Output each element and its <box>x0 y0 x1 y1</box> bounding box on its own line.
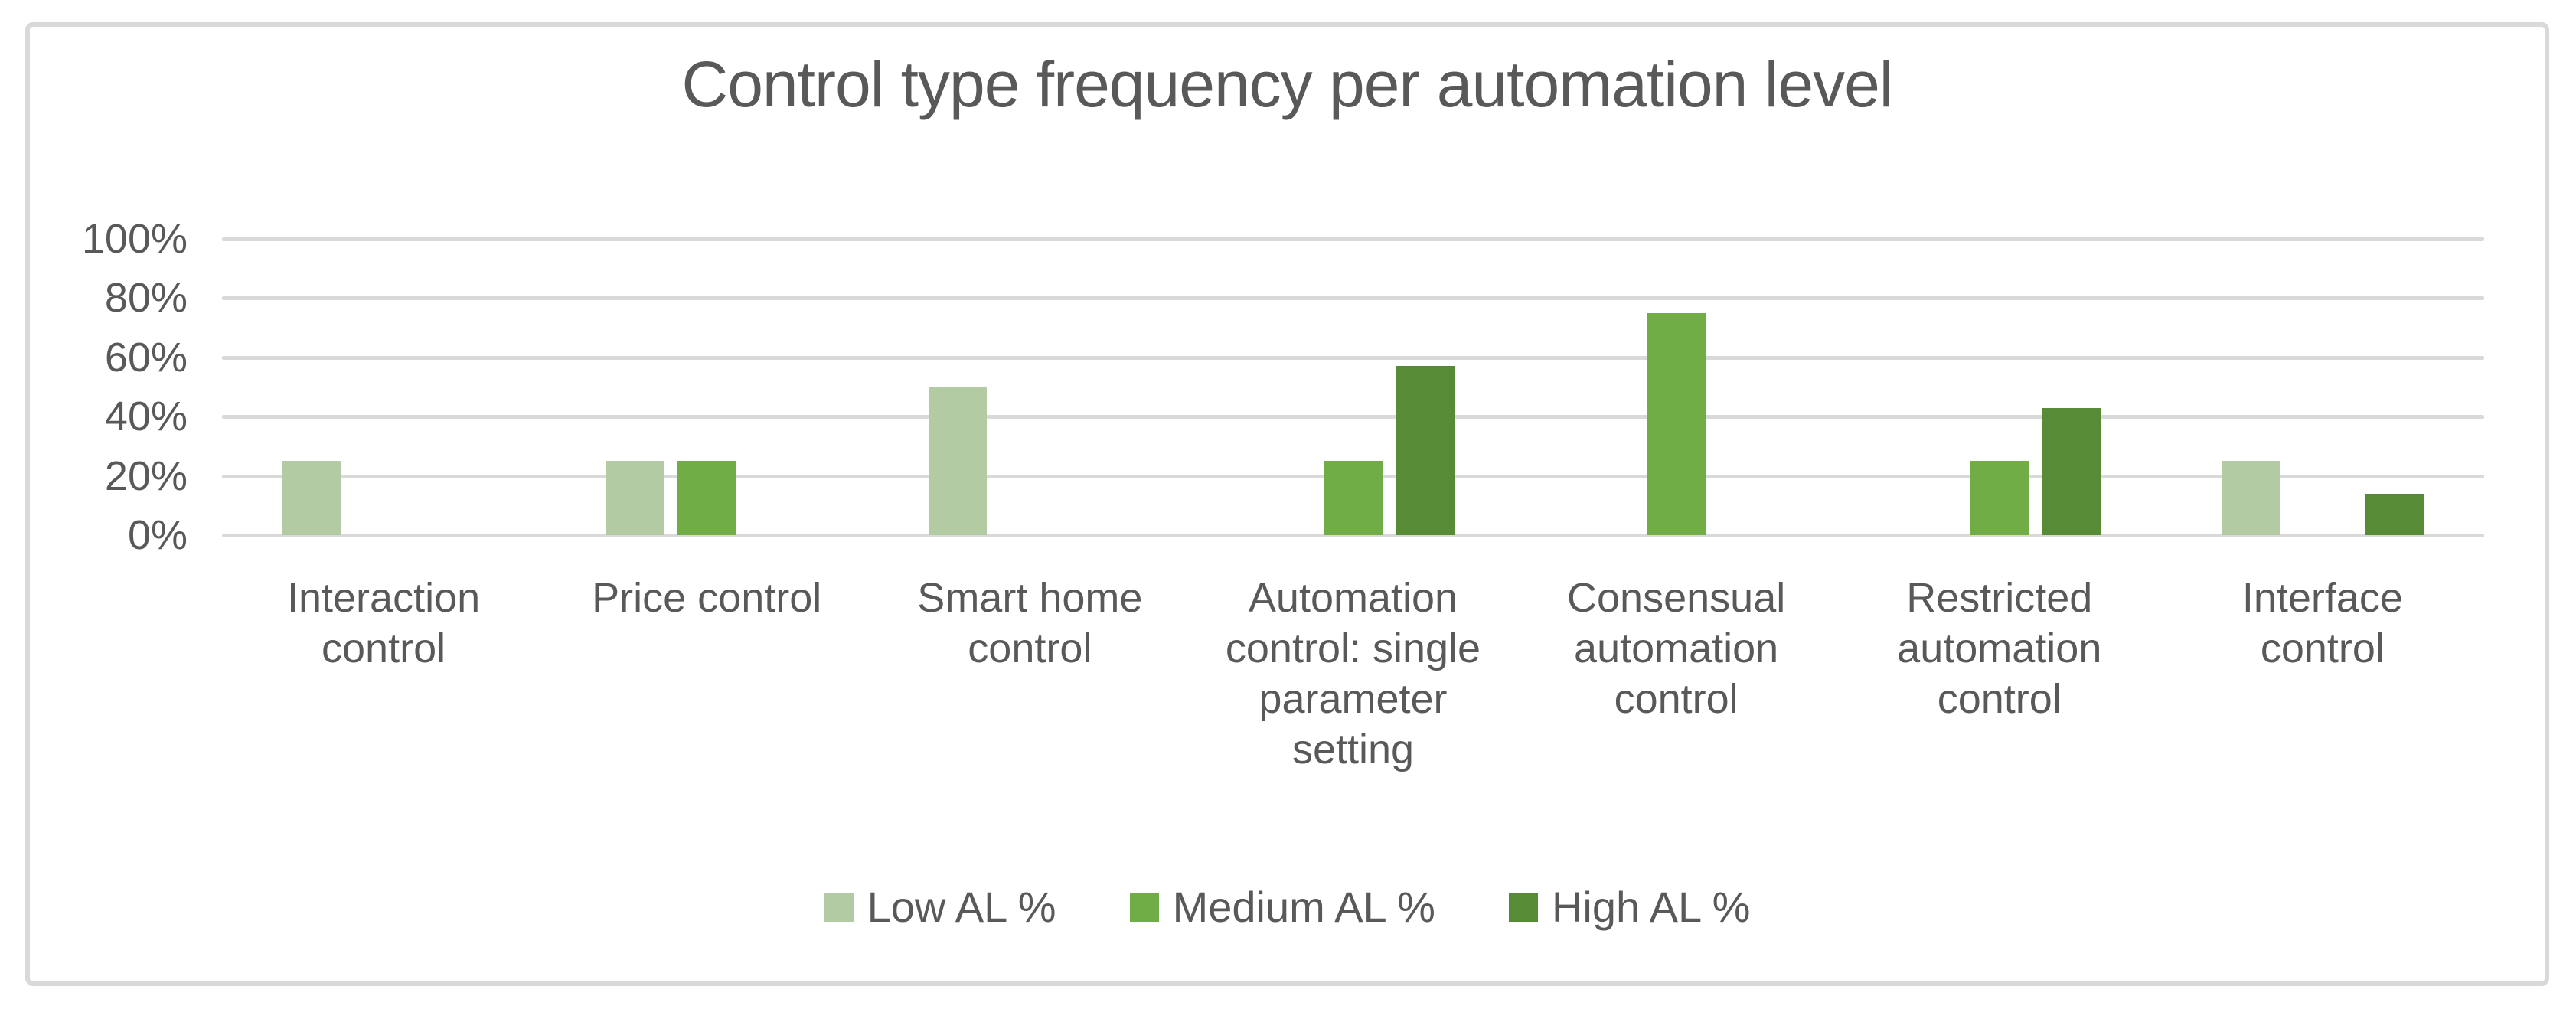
gridline-40 <box>222 415 2484 420</box>
legend-swatch-icon <box>824 892 854 922</box>
bar-series-1-category-7 <box>2221 461 2280 535</box>
y-axis-tick-label: 40% <box>104 394 188 440</box>
bar-series-3-category-6 <box>2042 407 2101 535</box>
chart-frame <box>25 22 2549 986</box>
gridline-60 <box>222 355 2484 360</box>
x-axis-category-label-7: Interface control <box>2241 575 2403 671</box>
x-axis-category-label-1: Interaction control <box>286 575 481 671</box>
legend-swatch-icon <box>1508 892 1538 922</box>
bar-series-2-category-6 <box>1970 461 2029 535</box>
y-axis-tick-label: 80% <box>104 275 188 322</box>
legend-item-2: Medium AL % <box>1129 882 1435 932</box>
gridline-80 <box>222 296 2484 301</box>
bar-series-2-category-5 <box>1647 312 1706 535</box>
y-axis-tick-label: 100% <box>81 216 188 262</box>
bar-series-3-category-7 <box>2365 493 2424 535</box>
x-axis-category-label-3: Smart home control <box>917 575 1143 671</box>
x-axis-category-label-5: Consensual automation control <box>1567 575 1786 722</box>
legend-label: Medium AL % <box>1172 883 1435 931</box>
y-axis-tick-label: 0% <box>127 512 188 558</box>
x-axis-category-label-4: Automation control: single parameter set… <box>1225 575 1481 772</box>
x-axis-category-label-2: Price control <box>592 575 822 621</box>
bar-series-3-category-4 <box>1396 366 1455 535</box>
legend-item-3: High AL % <box>1508 882 1751 932</box>
legend-label: High AL % <box>1551 883 1751 931</box>
legend-item-1: Low AL % <box>824 882 1056 932</box>
chart-title: Control type frequency per automation le… <box>681 48 1894 120</box>
y-axis-tick-label: 20% <box>104 452 188 499</box>
y-axis-tick-label: 60% <box>104 334 188 380</box>
bar-series-2-category-4 <box>1324 461 1383 535</box>
gridline-100 <box>222 237 2484 241</box>
gridline-0 <box>222 534 2484 537</box>
bar-series-2-category-2 <box>677 461 736 535</box>
bar-series-1-category-2 <box>606 461 664 535</box>
legend-swatch-icon <box>1129 892 1159 922</box>
x-axis-category-label-6: Restricted automation control <box>1897 575 2102 722</box>
chart-legend: Low AL % Medium AL % High AL % <box>25 882 2549 932</box>
bar-series-1-category-3 <box>929 387 988 535</box>
legend-label: Low AL % <box>867 883 1056 931</box>
bar-series-1-category-1 <box>282 461 341 535</box>
